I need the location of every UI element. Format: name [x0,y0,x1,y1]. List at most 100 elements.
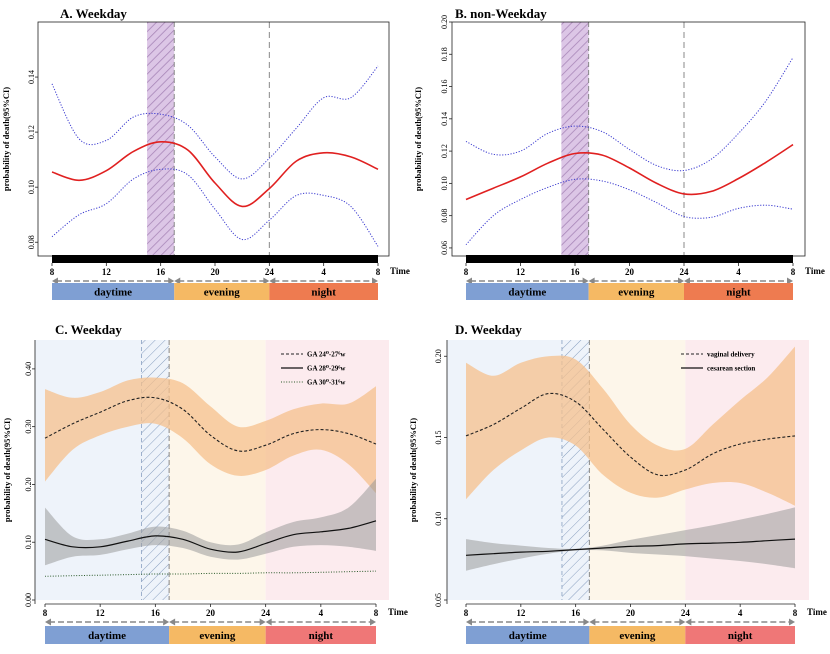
y-tick-label: 0.40 [24,362,33,376]
y-tick-label: 0.15 [434,431,443,445]
y-tick-label: 0.20 [440,15,449,29]
period-label-daytime: daytime [509,630,547,642]
legend-label: GA 24⁰-27⁶w [307,351,346,359]
x-tick-label: 12 [516,267,526,277]
arrow-head [789,618,795,626]
y-tick-label: 0.06 [440,241,449,255]
period-label-daytime: daytime [88,630,126,642]
series-line [51,168,379,247]
panel-a-plot: 0.08 0.10 0.12 0.14 probability of death(95%… [1,21,410,300]
period-label-evening: evening [618,287,655,299]
period-label-night: night [728,630,753,642]
y-tick-label: 0.18 [440,47,449,61]
series-line [465,57,794,172]
panel-b-plot: 0.06 0.08 0.10 0.12 0.14 0.16 0.18 0.20 probabil… [413,15,825,300]
y-tick-label: 0.20 [434,349,443,363]
period-band-night [685,626,795,644]
x-tick-label: 16 [571,608,581,618]
legend-label: cesarean section [707,365,755,373]
legend-label: GA 28⁰-29⁶w [307,365,346,373]
period-band-evening [589,626,686,644]
y-tick-label: 0.12 [440,144,449,158]
x-tick-label: 8 [464,608,469,618]
series-line [465,392,796,477]
period-label-night: night [726,287,751,299]
plot-frame [451,21,806,257]
period-label-night: night [311,287,336,299]
panel-c-title: C. Weekday [55,322,122,337]
y-tick-label: 0.08 [27,235,36,249]
period-band-evening [174,283,270,300]
period-band-daytime [45,626,170,644]
series-line [465,143,794,201]
period-label-evening: evening [199,630,236,642]
panel-b-title: B. non-Weekday [455,6,547,21]
x-tick-label: 8 [791,267,796,277]
series-line [465,538,796,556]
x-tick-label: 20 [625,267,635,277]
arrow-head [589,618,596,626]
y-tick-label: 0.16 [440,80,449,94]
x-tick-label: 8 [43,608,48,618]
series-line [51,65,379,180]
panel-d-title: D. Weekday [455,322,522,337]
x-tick-label: 4 [319,608,324,618]
arrow-head [588,277,595,285]
y-axis-label: probability of death(95%CI) [413,87,423,191]
ci-band [466,346,795,506]
y-tick-label: 0.00 [24,593,33,607]
x-tick-label: 12 [516,608,526,618]
x-tick-label: 12 [102,267,112,277]
arrow-head [583,618,590,626]
rug-bar [466,255,793,263]
series-line [44,520,377,553]
arrow-head [169,618,176,626]
y-tick-label: 0.10 [440,176,449,190]
arrow-head [372,277,378,285]
arrow-head [685,618,692,626]
x-axis-title: Time [807,607,827,617]
y-tick-label: 0.14 [440,112,449,126]
x-tick-label: 4 [738,608,743,618]
x-tick-label: 8 [50,267,55,277]
y-axis-label: probability of death(95%CI) [1,87,11,191]
period-label-daytime: daytime [508,287,546,299]
arrow-head [269,277,276,285]
arrow-head [466,277,472,285]
y-tick-label: 0.12 [27,125,36,139]
arrow-head [263,277,270,285]
highlight-window [147,22,175,256]
x-tick-label: 16 [571,267,581,277]
period-label-daytime: daytime [94,287,132,299]
x-tick-label: 8 [464,267,469,277]
x-axis-title: Time [388,607,408,617]
arrow-head [174,277,181,285]
x-tick-label: 20 [626,608,636,618]
period-band-daytime [466,626,590,644]
arrow-head [582,277,589,285]
y-axis-label: probability of death(95%CI) [2,418,12,522]
period-band-night [269,283,378,300]
arrow-head [168,277,175,285]
x-tick-label: 12 [96,608,106,618]
x-tick-label: 4 [736,267,741,277]
series-line [465,178,794,246]
x-tick-label: 24 [261,608,271,618]
x-tick-label: 20 [206,608,216,618]
period-label-evening: evening [204,287,241,299]
y-tick-label: 0.05 [434,593,443,607]
x-tick-label: 24 [681,608,691,618]
y-tick-label: 0.10 [24,535,33,549]
series-line [51,140,379,208]
period-band-night [684,283,793,300]
period-label-night: night [309,630,334,642]
period-band-daytime [466,283,589,300]
panel-b: B. non-Weekday 0.060.080.100.120.140.160… [413,6,825,300]
arrow-head [52,277,58,285]
panel-c-plot: 0.00 0.10 0.20 0.30 0.40 probability of death… [2,340,408,644]
arrow-head [787,277,793,285]
y-tick-label: 0.30 [24,420,33,434]
period-band-night [265,626,376,644]
panel-a: A. Weekday 0.08 0.10 0.12 0.14 probability o… [1,6,410,300]
